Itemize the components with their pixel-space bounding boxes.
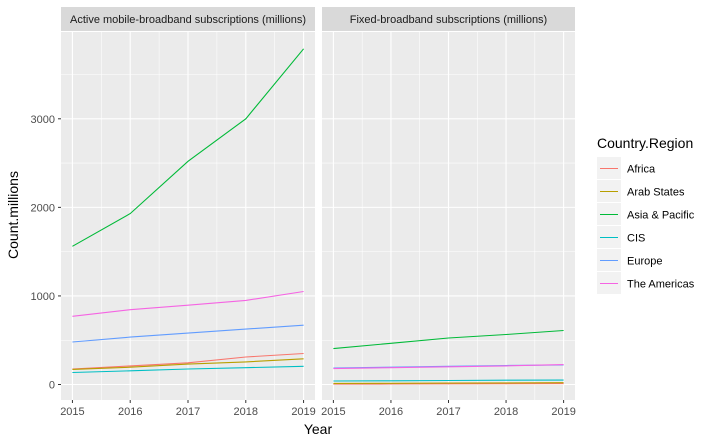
y-tick-label: 3000 bbox=[31, 114, 55, 126]
legend-label: The Americas bbox=[627, 279, 695, 291]
series-line-africa bbox=[333, 383, 564, 385]
facet-strip bbox=[322, 7, 575, 31]
series-line-asia-pacific bbox=[72, 48, 305, 247]
series-line-arab-states bbox=[72, 358, 304, 370]
legend: Country.Region Africa Arab States Asia & P… bbox=[597, 135, 695, 294]
x-tick-label: 2018 bbox=[234, 406, 258, 418]
x-tick-label: 2019 bbox=[291, 406, 315, 418]
legend-label: CIS bbox=[627, 233, 645, 245]
x-tick-label: 2019 bbox=[551, 406, 575, 418]
y-axis-title: Count.millions bbox=[5, 171, 21, 259]
legend-label: Asia & Pacific bbox=[627, 210, 695, 222]
x-tick-label: 2015 bbox=[321, 406, 345, 418]
legend-item-cis: CIS bbox=[597, 226, 645, 248]
legend-label: Arab States bbox=[627, 187, 685, 199]
legend-item-africa: Africa bbox=[597, 157, 656, 179]
y-tick-label: 2000 bbox=[31, 202, 55, 214]
facet-strip bbox=[61, 7, 315, 31]
series-line-arab-states bbox=[333, 382, 564, 384]
y-tick-label: 0 bbox=[49, 380, 55, 392]
series-line-asia-pacific bbox=[333, 329, 564, 350]
series-line-the-americas bbox=[333, 364, 564, 370]
axes-layer: 2015 2016 2017 2018 2019 2015 2016 2017 2018 2019… bbox=[31, 114, 576, 418]
legend-label: Europe bbox=[627, 256, 662, 268]
y-tick-label: 1000 bbox=[31, 291, 55, 303]
legend-title: Country.Region bbox=[597, 135, 693, 151]
facet-strip-label: Fixed-broadband subscriptions (millions) bbox=[350, 14, 547, 26]
series-line-europe bbox=[72, 324, 304, 343]
series-line-the-americas bbox=[72, 290, 304, 317]
x-tick-label: 2015 bbox=[60, 406, 84, 418]
x-tick-label: 2016 bbox=[379, 406, 403, 418]
series-line-cis bbox=[72, 365, 304, 374]
x-axis-title: Year bbox=[304, 421, 333, 437]
facet-strip-label: Active mobile-broadband subscriptions (m… bbox=[70, 14, 306, 26]
series-line-africa bbox=[72, 352, 304, 370]
x-tick-label: 2016 bbox=[118, 406, 142, 418]
x-tick-label: 2017 bbox=[436, 406, 460, 418]
x-tick-label: 2018 bbox=[494, 406, 518, 418]
facet-panel-1: Active mobile-broadband subscriptions (m… bbox=[61, 7, 315, 400]
legend-item-the-americas: The Americas bbox=[597, 272, 695, 294]
x-tick-label: 2017 bbox=[176, 406, 200, 418]
legend-item-asia-pacific: Asia & Pacific bbox=[597, 203, 695, 225]
facet-panel-2: Fixed-broadband subscriptions (millions) bbox=[322, 7, 575, 400]
panels-layer: Active mobile-broadband subscriptions (m… bbox=[61, 7, 575, 400]
legend-item-arab-states: Arab States bbox=[597, 180, 685, 202]
legend-item-europe: Europe bbox=[597, 249, 662, 271]
legend-label: Africa bbox=[627, 164, 656, 176]
series-line-cis bbox=[333, 379, 564, 382]
